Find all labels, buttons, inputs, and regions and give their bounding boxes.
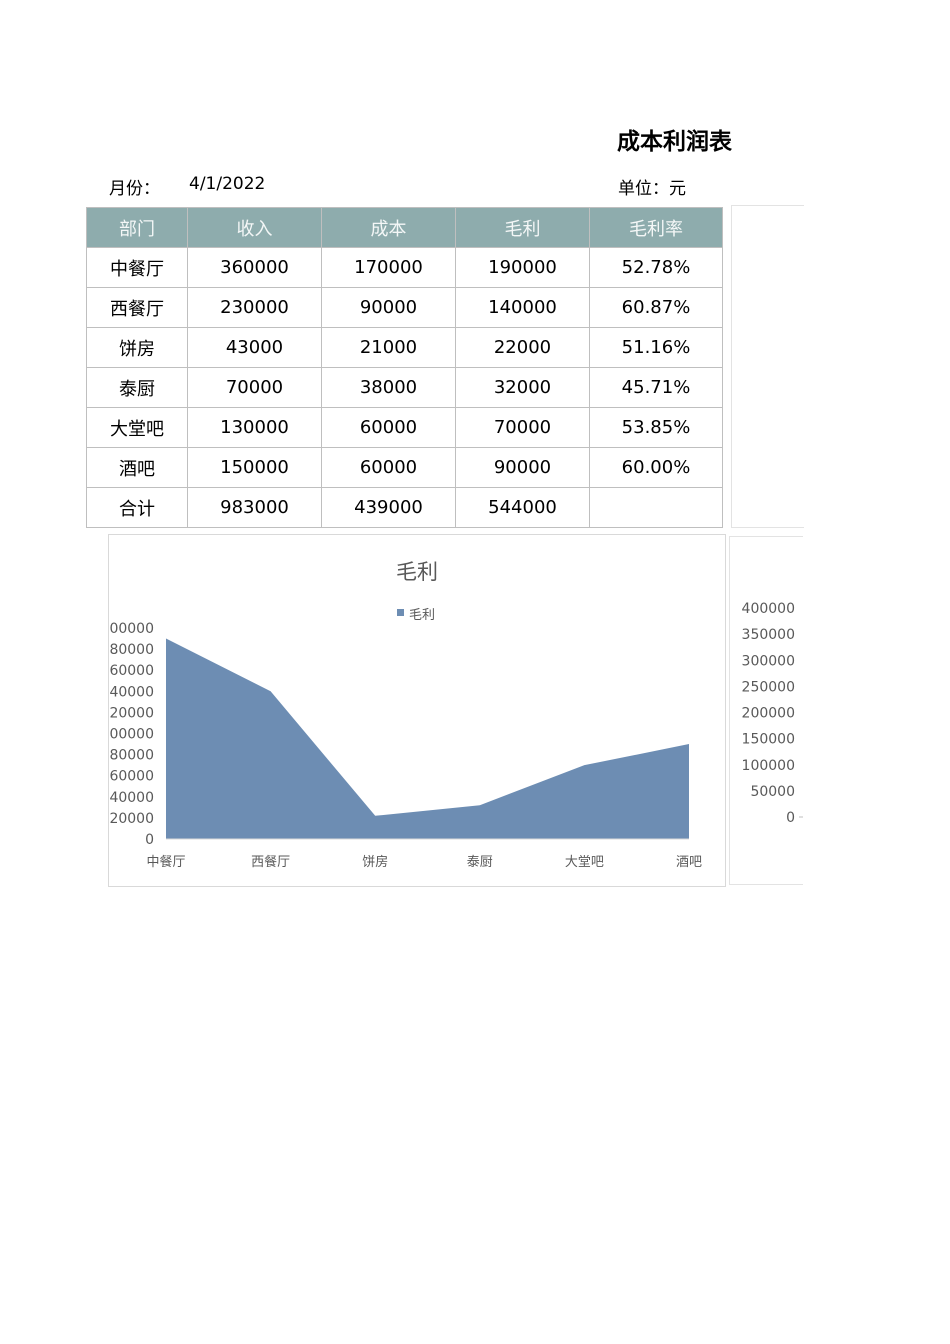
table-cell[interactable] [589,487,723,528]
table-cell[interactable]: 22000 [455,327,590,368]
table-row: 西餐厅 230000 90000 140000 60.87% [86,287,723,328]
table-cell[interactable]: 38000 [321,367,456,408]
table-cell[interactable]: 60.87% [589,287,723,328]
y-tick-label: 0 [786,810,795,826]
table-cell[interactable]: 70000 [455,407,590,448]
table-cell[interactable]: 150000 [187,447,322,488]
gross-profit-chart: 毛利毛利020000400006000080000100000120000140… [101,534,726,887]
chart-title: 毛利 [396,560,438,584]
y-tick-label: 180000 [109,642,154,658]
x-tick-label: 西餐厅 [251,854,290,870]
table-row: 饼房 43000 21000 22000 51.16% [86,327,723,368]
y-tick-label: 140000 [109,684,154,700]
table-cell[interactable]: 360000 [187,247,322,288]
table-row: 大堂吧 130000 60000 70000 53.85% [86,407,723,448]
table-cell[interactable]: 21000 [321,327,456,368]
y-tick-label: 350000 [742,627,795,643]
y-tick-label: 200000 [742,706,795,722]
table-cell[interactable]: 90000 [321,287,456,328]
partial-chart-svg: 0 50000 100000 150000 200000 250000 300000 3500… [742,601,803,826]
column-header: 成本 [321,207,456,248]
table-cell[interactable]: 230000 [187,287,322,328]
table-cell[interactable]: 52.78% [589,247,723,288]
column-header: 毛利率 [589,207,723,248]
x-tick-label: 中餐厅 [146,854,185,870]
table-cell[interactable]: 51.16% [589,327,723,368]
legend-swatch [397,609,404,616]
y-tick-label: 150000 [742,732,795,748]
table-cell[interactable]: 53.85% [589,407,723,448]
table-row: 酒吧 150000 60000 90000 60.00% [86,447,723,488]
table-cell[interactable]: 170000 [321,247,456,288]
y-tick-label: 40000 [109,790,154,806]
month-label: 月份： [109,179,160,199]
column-header: 收入 [187,207,322,248]
gross-profit-chart-svg: 毛利毛利020000400006000080000100000120000140… [101,560,702,870]
table-cell[interactable]: 439000 [321,487,456,528]
x-tick-label: 酒吧 [676,855,702,870]
y-tick-label: 120000 [109,705,154,721]
cost-profit-table: 部门 收入 成本 毛利 毛利率 中餐厅 360000 170000 190000 52.78% 西… [86,207,723,528]
y-tick-label: 400000 [742,601,795,617]
x-tick-label: 泰厨 [467,855,493,870]
table-cell[interactable]: 140000 [455,287,590,328]
column-header: 部门 [86,207,188,248]
table-cell[interactable]: 43000 [187,327,322,368]
y-tick-label: 160000 [109,663,154,679]
table-cell[interactable]: 130000 [187,407,322,448]
y-tick-label: 60000 [109,769,154,785]
table-header-row: 部门 收入 成本 毛利 毛利率 [86,207,723,248]
y-tick-label: 200000 [109,621,154,637]
table-row: 中餐厅 360000 170000 190000 52.78% [86,247,723,288]
month-value: 4/1/2022 [189,174,266,194]
table-cell[interactable]: 90000 [455,447,590,488]
x-tick-label: 饼房 [362,854,388,870]
table-cell[interactable]: 983000 [187,487,322,528]
table-cell[interactable]: 60000 [321,447,456,488]
table-cell[interactable]: 西餐厅 [86,287,188,328]
partial-chart-right: 0 50000 100000 150000 200000 250000 300000 3500… [729,536,803,885]
table-cell[interactable]: 45.71% [589,367,723,408]
table-cell[interactable]: 中餐厅 [86,247,188,288]
area-series-gross-profit [166,638,689,839]
table-cell[interactable]: 32000 [455,367,590,408]
table-cell[interactable]: 60000 [321,407,456,448]
y-tick-label: 100000 [109,727,154,743]
sheet-title: 成本利润表 [617,129,732,155]
unit-label: 单位：元 [618,179,686,199]
y-tick-label: 100000 [742,758,795,774]
x-tick-label: 大堂吧 [565,855,604,870]
table-cell[interactable]: 70000 [187,367,322,408]
y-tick-label: 250000 [742,679,795,695]
y-tick-label: 50000 [750,784,795,800]
table-cell[interactable]: 饼房 [86,327,188,368]
y-tick-label: 80000 [109,748,154,764]
table-cell[interactable]: 大堂吧 [86,407,188,448]
table-row: 泰厨 70000 38000 32000 45.71% [86,367,723,408]
table-row: 合计 983000 439000 544000 [86,487,723,528]
table-cell[interactable]: 544000 [455,487,590,528]
y-tick-label: 300000 [742,653,795,669]
y-tick-label: 0 [145,832,154,848]
table-cell[interactable]: 合计 [86,487,188,528]
table-cell[interactable]: 190000 [455,247,590,288]
legend-label: 毛利 [409,608,435,623]
side-panel-top [731,205,804,528]
table-cell[interactable]: 60.00% [589,447,723,488]
table-cell[interactable]: 泰厨 [86,367,188,408]
table-cell[interactable]: 酒吧 [86,447,188,488]
y-tick-label: 20000 [109,811,154,827]
column-header: 毛利 [455,207,590,248]
